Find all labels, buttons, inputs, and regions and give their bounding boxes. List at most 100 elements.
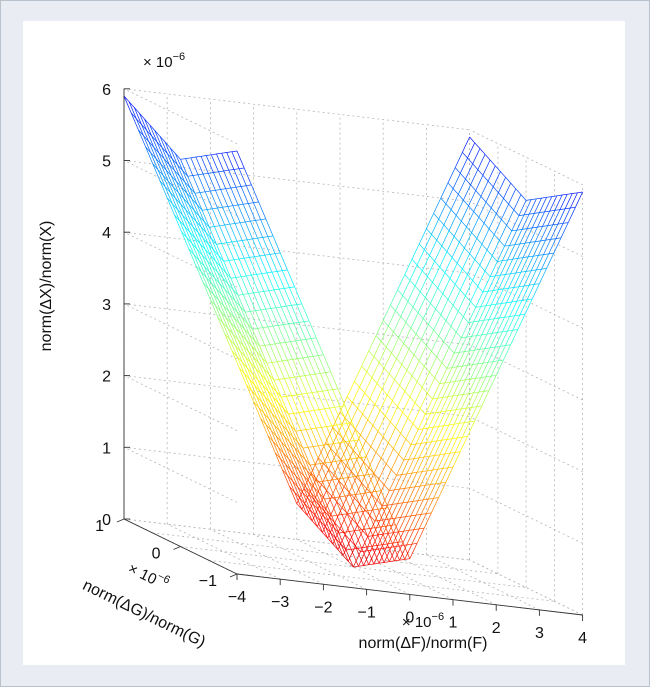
surface-line [383, 507, 389, 509]
surface-line [264, 396, 271, 403]
surface-line [285, 464, 294, 482]
surface-line [371, 546, 380, 564]
surface-line [298, 411, 304, 413]
surface-line [257, 328, 266, 346]
surface-line [318, 509, 326, 528]
surface-line [248, 351, 256, 369]
surface-line [236, 241, 245, 259]
surface-line [488, 375, 497, 391]
surface-line [438, 482, 447, 498]
surface-line [246, 239, 255, 257]
surface-line [453, 337, 462, 354]
surface-line [208, 172, 214, 174]
surface-line [231, 241, 240, 260]
surface-line [197, 173, 204, 176]
surface-line [482, 347, 491, 364]
surface-line [267, 325, 274, 328]
surface-line [224, 223, 230, 226]
surface-line [523, 199, 532, 216]
surface-line [268, 374, 275, 381]
surface-line [459, 241, 465, 249]
surface-line [301, 464, 308, 471]
surface-line [339, 513, 348, 529]
surface-line [205, 232, 214, 250]
surface-line [442, 453, 451, 469]
surface-line [254, 340, 260, 347]
surface-line [188, 204, 197, 222]
surface-line [538, 239, 546, 256]
surface-line [258, 291, 264, 293]
surface-line [155, 158, 164, 176]
surface-line [245, 220, 251, 223]
surface-line [325, 526, 331, 534]
y-exponent-label: × 10−6 [125, 557, 172, 593]
surface-line [412, 500, 419, 502]
surface-line [289, 486, 298, 504]
surface-line [328, 443, 334, 445]
surface-line [358, 565, 364, 567]
surface-line [272, 235, 281, 254]
z-tick-label: 3 [102, 297, 111, 314]
surface-line [271, 413, 280, 431]
surface-line [485, 201, 492, 209]
surface-line [193, 209, 202, 228]
surface-line [237, 295, 246, 313]
surface-line [282, 469, 288, 476]
surface-line [280, 306, 289, 325]
surface-line [378, 562, 385, 564]
surface-line [518, 214, 525, 216]
surface-line [327, 390, 336, 408]
left-grid-line [123, 375, 238, 431]
surface-line [199, 191, 206, 193]
surface-line [323, 354, 331, 372]
surface-line [387, 427, 396, 443]
surface-line [292, 481, 301, 499]
surface-line [375, 548, 382, 550]
surface-line [497, 260, 503, 262]
surface-line [217, 272, 226, 290]
surface-line [438, 411, 447, 427]
surface-line [368, 563, 374, 566]
surface-line [342, 555, 349, 562]
surface-line [265, 379, 274, 398]
surface-line [466, 226, 472, 233]
surface-line [460, 205, 469, 222]
surface-line [480, 291, 489, 307]
surface-line [311, 427, 317, 430]
surface-line [533, 197, 542, 214]
surface-line [311, 476, 318, 483]
surface-line [345, 465, 352, 472]
surface-line [159, 180, 168, 199]
surface-line [452, 173, 461, 189]
surface-line [299, 453, 306, 460]
floor-grid-line [167, 523, 281, 580]
surface-line [260, 219, 269, 237]
surface-line [271, 271, 278, 273]
surface-line [148, 141, 157, 159]
surface-line [343, 440, 350, 443]
surface-line [275, 435, 282, 443]
surface-line [414, 402, 421, 409]
surface-line [325, 461, 331, 464]
surface-line [347, 512, 353, 515]
surface-line [542, 225, 548, 227]
surface-line [213, 172, 221, 190]
surface-line [310, 492, 319, 511]
surface-line [534, 283, 540, 285]
surface-line [274, 407, 283, 426]
surface-line [144, 118, 153, 137]
surface-line [463, 393, 469, 395]
surface-line [376, 383, 383, 390]
surface-line [285, 419, 293, 437]
surface-line [559, 208, 566, 210]
surface-line [481, 243, 488, 251]
surface-line [498, 288, 504, 291]
surface-line [512, 258, 518, 260]
surface-line [128, 101, 135, 108]
surface-line [543, 239, 552, 255]
surface-line [185, 209, 192, 216]
surface-line [496, 213, 502, 220]
surface-line [397, 406, 403, 413]
surface-line [481, 390, 490, 407]
surface-line [196, 204, 203, 211]
